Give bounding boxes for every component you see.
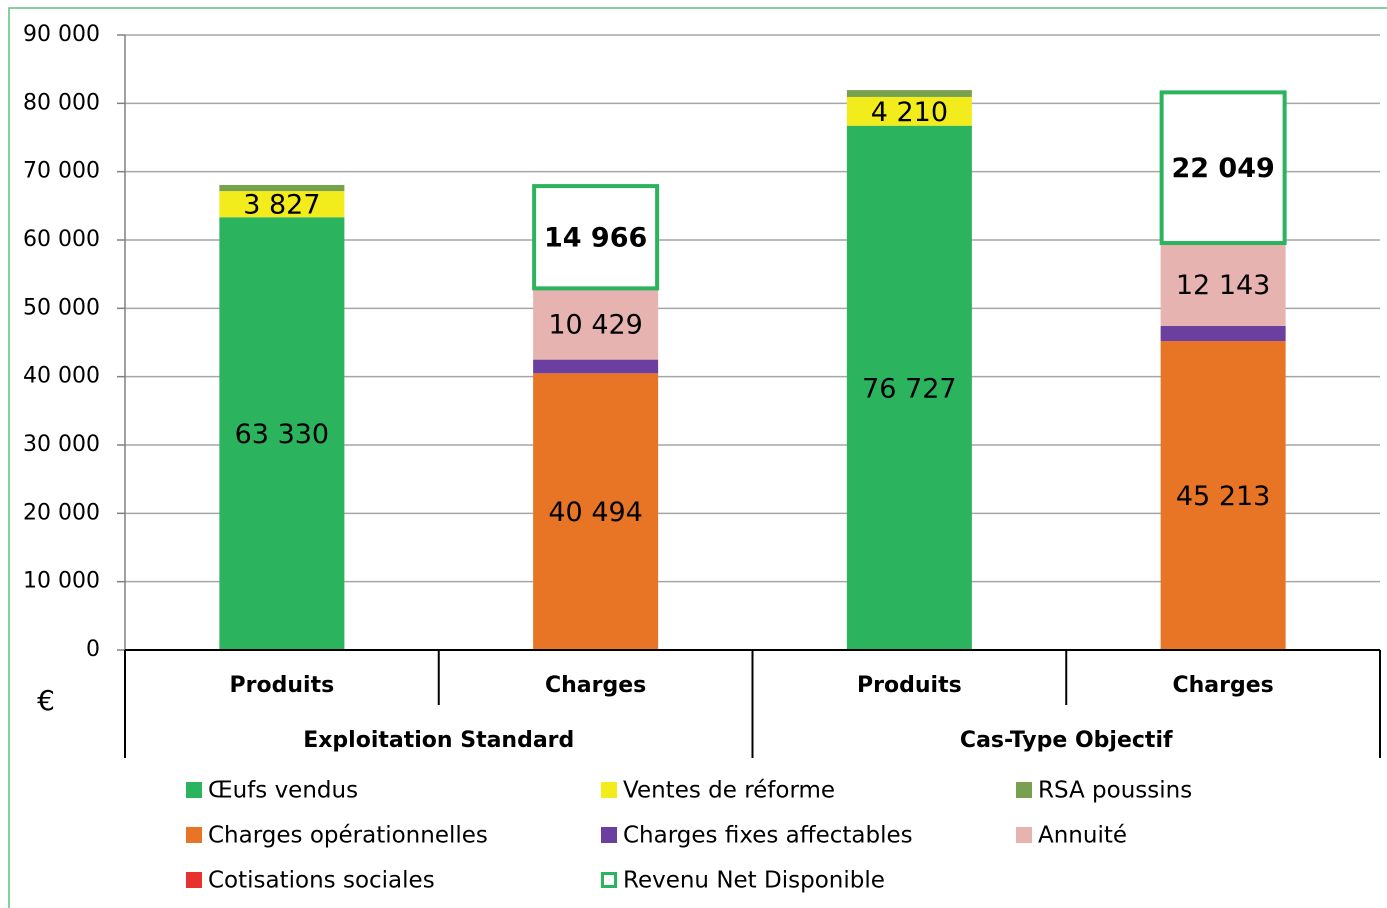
- bar-segment: [533, 373, 659, 650]
- frame: [8, 7, 1387, 908]
- legend-marker: [601, 827, 617, 843]
- bar-segment: [846, 96, 972, 126]
- bar-segment: [533, 359, 659, 374]
- value-label: 14 966: [544, 223, 647, 254]
- value-label: 22 049: [1171, 153, 1274, 184]
- legend-label: Annuité: [1038, 823, 1127, 849]
- legend-marker: [186, 827, 202, 843]
- x-tick-label: Charges: [545, 673, 646, 698]
- bar-segment: [1160, 326, 1286, 342]
- value-label: 10 429: [548, 309, 642, 340]
- bar-segment: [533, 288, 659, 360]
- value-label: 40 494: [548, 497, 642, 528]
- group-label: Cas-Type Objectif: [960, 728, 1173, 753]
- y-tick-label: 30 000: [23, 432, 100, 457]
- y-tick-label: 60 000: [23, 227, 100, 252]
- y-tick-label: 70 000: [23, 159, 100, 184]
- legend-label: Œufs vendus: [208, 778, 358, 804]
- legend-marker: [186, 872, 202, 888]
- legend-label: Cotisations sociales: [208, 868, 435, 894]
- y-tick-label: 40 000: [23, 364, 100, 389]
- bar-segment: [219, 217, 345, 650]
- legend-marker: [601, 782, 617, 798]
- y-tick-label: 20 000: [23, 500, 100, 525]
- legend-label: Charges fixes affectables: [623, 823, 913, 849]
- y-tick-label: 50 000: [23, 295, 100, 320]
- x-tick-label: Produits: [857, 673, 962, 698]
- legend-label: Ventes de réforme: [623, 778, 835, 804]
- value-label: 3 827: [243, 190, 320, 221]
- bar-segment: [1160, 341, 1286, 650]
- x-tick-label: Produits: [230, 673, 335, 698]
- legend-label: RSA poussins: [1038, 778, 1192, 804]
- legend-marker: [186, 782, 202, 798]
- net-income-box: [1159, 90, 1287, 246]
- bar-segment: [219, 184, 345, 192]
- bar-segment: [846, 90, 972, 97]
- value-label: 45 213: [1176, 481, 1270, 512]
- group-label: Exploitation Standard: [303, 728, 574, 753]
- legend-marker: [1016, 827, 1032, 843]
- value-label: 63 330: [235, 419, 329, 450]
- x-tick-label: Charges: [1172, 673, 1273, 698]
- bar-segment: [219, 191, 345, 218]
- bar-segment: [846, 125, 972, 650]
- value-label: 76 727: [862, 373, 956, 404]
- y-tick-label: 0: [86, 637, 100, 662]
- value-label: 4 210: [871, 97, 948, 128]
- y-tick-label: 90 000: [23, 22, 100, 47]
- bar-segment: [1160, 243, 1286, 327]
- legend-label: Charges opérationnelles: [208, 823, 488, 849]
- y-tick-label: 10 000: [23, 569, 100, 594]
- y-tick-label: 80 000: [23, 90, 100, 115]
- legend-marker: [601, 872, 617, 888]
- value-label: 12 143: [1176, 270, 1270, 301]
- y-axis-label: €: [37, 684, 55, 717]
- net-income-box: [532, 184, 660, 291]
- legend-label: Revenu Net Disponible: [623, 868, 885, 894]
- legend-marker: [1016, 782, 1032, 798]
